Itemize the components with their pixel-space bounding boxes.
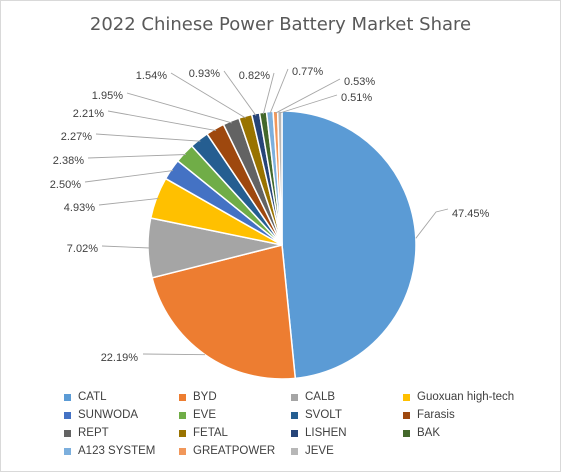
- legend-swatch: [291, 411, 298, 419]
- data-labels: 47.45% 22.19% 7.02% 4.93% 2.50% 2.38% 2.27% 2.2…: [50, 66, 490, 364]
- data-label: 4.93%: [64, 202, 95, 214]
- legend-swatch: [179, 393, 186, 401]
- legend-label: SVOLT: [305, 409, 342, 421]
- legend-label: BYD: [193, 391, 217, 403]
- data-label: 0.53%: [344, 76, 375, 88]
- legend-swatch: [179, 411, 186, 419]
- legend-label: Guoxuan high-tech: [417, 391, 515, 403]
- leader-line: [170, 72, 247, 119]
- chart-title: 2022 Chinese Power Battery Market Share: [89, 14, 472, 35]
- data-label: 0.82%: [239, 70, 270, 82]
- legend-swatch: [179, 447, 186, 455]
- legend-swatch: [64, 393, 71, 401]
- legend-swatch: [291, 429, 298, 437]
- legend-label: LISHEN: [305, 427, 347, 439]
- legend-swatch: [403, 429, 410, 437]
- legend-swatch: [403, 393, 410, 401]
- data-label: 1.95%: [92, 90, 123, 102]
- pie-slice-byd: [151, 244, 297, 380]
- legend-swatch: [179, 429, 186, 437]
- legend-swatch: [291, 447, 298, 455]
- legend-item: LISHEN: [291, 424, 403, 442]
- legend-label: Farasis: [417, 409, 455, 421]
- legend-item: CALB: [291, 388, 403, 406]
- data-label: 1.54%: [136, 70, 167, 82]
- legend-label: REPT: [78, 427, 109, 439]
- data-label: 22.19%: [101, 352, 139, 364]
- legend-item: CATL: [64, 388, 179, 406]
- legend-item: BAK: [403, 424, 544, 442]
- legend-label: BAK: [417, 427, 441, 439]
- legend-item: Farasis: [403, 406, 544, 424]
- legend-swatch: [64, 447, 71, 455]
- leader-line: [84, 170, 174, 183]
- legend-swatch: [291, 393, 298, 401]
- legend-label: CATL: [78, 391, 107, 403]
- legend-item: A123 SYSTEM: [64, 442, 179, 460]
- leader-line: [98, 197, 159, 206]
- chart-legend: CATL BYD CALB Guoxuan high-tech SUNWODA EVE SV…: [64, 388, 544, 460]
- pie-slices: [147, 110, 417, 380]
- data-label: 2.21%: [73, 108, 104, 120]
- data-label: 2.50%: [50, 179, 81, 191]
- legend-item: SUNWODA: [64, 406, 179, 424]
- legend-label: FETAL: [193, 427, 228, 439]
- legend-label: A123 SYSTEM: [78, 445, 156, 457]
- legend-item: SVOLT: [291, 406, 403, 424]
- legend-swatch: [403, 411, 410, 419]
- data-label: 2.27%: [61, 131, 92, 143]
- legend-label: EVE: [193, 409, 217, 421]
- leader-line: [415, 208, 449, 239]
- legend-item: REPT: [64, 424, 179, 442]
- leader-line: [262, 72, 275, 115]
- pie-slice-catl: [281, 110, 417, 380]
- legend-item: JEVE: [291, 442, 403, 460]
- leader-line: [269, 68, 289, 114]
- leader-line: [107, 110, 217, 132]
- legend-swatch: [64, 429, 71, 437]
- legend-label: CALB: [305, 391, 336, 403]
- legend-item: FETAL: [179, 424, 291, 442]
- leader-line: [223, 70, 257, 116]
- legend-item: BYD: [179, 388, 291, 406]
- legend-item: GREATPOWER: [179, 442, 291, 460]
- data-label: 0.77%: [292, 66, 323, 78]
- legend-label: SUNWODA: [78, 409, 139, 421]
- leader-line: [95, 133, 201, 142]
- leader-line: [87, 154, 186, 159]
- leader-lines: [84, 68, 449, 356]
- leader-line: [275, 78, 341, 114]
- data-label: 7.02%: [67, 243, 98, 255]
- leader-line: [126, 92, 233, 124]
- legend-item: EVE: [179, 406, 291, 424]
- legend-label: JEVE: [305, 445, 334, 457]
- data-label: 2.38%: [53, 155, 84, 167]
- leader-line: [101, 245, 151, 249]
- data-label: 0.93%: [189, 68, 220, 80]
- legend-swatch: [64, 411, 71, 419]
- legend-label: GREATPOWER: [193, 445, 276, 457]
- data-label: 47.45%: [452, 208, 490, 220]
- leader-line: [142, 353, 206, 356]
- legend-item: Guoxuan high-tech: [403, 388, 544, 406]
- data-label: 0.51%: [341, 92, 372, 104]
- leader-line: [279, 94, 338, 114]
